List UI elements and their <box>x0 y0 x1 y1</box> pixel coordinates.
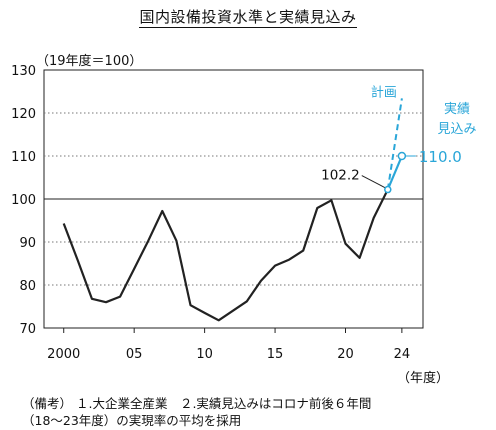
label-2023-leader <box>361 175 386 188</box>
y-tick-label-90: 90 <box>19 236 36 251</box>
y-tick-label-100: 100 <box>11 193 36 208</box>
mikomi-label-1: 実績 <box>444 101 470 117</box>
x-axis-unit: （年度） <box>397 370 449 386</box>
x-tick-label-2000: 2000 <box>47 347 80 362</box>
y-axis-unit: （19年度＝100） <box>36 54 143 69</box>
x-tick-label-2020: 20 <box>337 347 354 362</box>
y-tick-label-120: 120 <box>11 107 36 122</box>
footnote-line-1: （備考） １.大企業全産業 ２.実績見込みはコロナ前後６年間 <box>22 396 372 411</box>
x-tick-label-2010: 10 <box>196 347 213 362</box>
y-tick-label-110: 110 <box>11 150 36 165</box>
mikomi-line <box>386 155 403 190</box>
y-tick-label-70: 70 <box>19 322 36 337</box>
x-tick-label-2024: 24 <box>394 347 411 362</box>
y-tick-label-80: 80 <box>19 279 36 294</box>
footnote-line-2: （18～23年度）の実現率の平均を採用 <box>22 413 242 428</box>
y-tick-label-130: 130 <box>11 64 36 79</box>
marker-2024 <box>397 151 407 161</box>
chart-title-text: 国内設備投資水準と実績見込み <box>139 8 357 28</box>
data-label-2024: 110.0 <box>419 148 462 166</box>
data-label-2023: 102.2 <box>321 168 360 184</box>
x-tick-label-2015: 15 <box>267 347 284 362</box>
chart-title: 国内設備投資水準と実績見込み <box>0 6 496 28</box>
plan-dashed-line <box>386 98 403 190</box>
plan-label: 計画 <box>371 84 397 100</box>
marker-2023 <box>384 185 392 194</box>
mikomi-label-2: 見込み <box>437 122 476 137</box>
actual-investment-line <box>62 189 389 322</box>
x-tick-label-2005: 05 <box>126 347 143 362</box>
